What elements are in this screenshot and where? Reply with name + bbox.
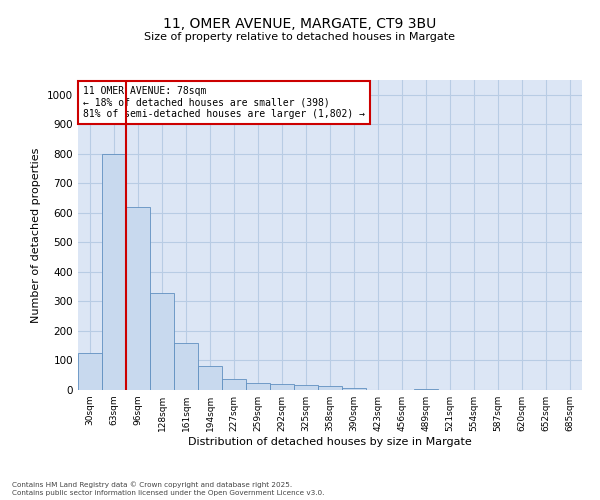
- Text: Contains HM Land Registry data © Crown copyright and database right 2025.: Contains HM Land Registry data © Crown c…: [12, 481, 292, 488]
- Bar: [150, 292, 174, 390]
- Text: 11, OMER AVENUE, MARGATE, CT9 3BU: 11, OMER AVENUE, MARGATE, CT9 3BU: [163, 18, 437, 32]
- Bar: [414, 388, 438, 390]
- Bar: [222, 379, 246, 390]
- Y-axis label: Number of detached properties: Number of detached properties: [31, 148, 41, 322]
- Bar: [174, 343, 198, 390]
- Bar: [270, 384, 294, 390]
- Bar: [246, 382, 270, 390]
- Bar: [294, 385, 318, 390]
- Bar: [198, 366, 222, 390]
- Bar: [78, 353, 102, 390]
- Text: Contains public sector information licensed under the Open Government Licence v3: Contains public sector information licen…: [12, 490, 325, 496]
- X-axis label: Distribution of detached houses by size in Margate: Distribution of detached houses by size …: [188, 437, 472, 447]
- Bar: [126, 207, 150, 390]
- Bar: [342, 388, 366, 390]
- Text: Size of property relative to detached houses in Margate: Size of property relative to detached ho…: [145, 32, 455, 42]
- Bar: [318, 386, 342, 390]
- Text: 11 OMER AVENUE: 78sqm
← 18% of detached houses are smaller (398)
81% of semi-det: 11 OMER AVENUE: 78sqm ← 18% of detached …: [83, 86, 365, 120]
- Bar: [102, 154, 126, 390]
